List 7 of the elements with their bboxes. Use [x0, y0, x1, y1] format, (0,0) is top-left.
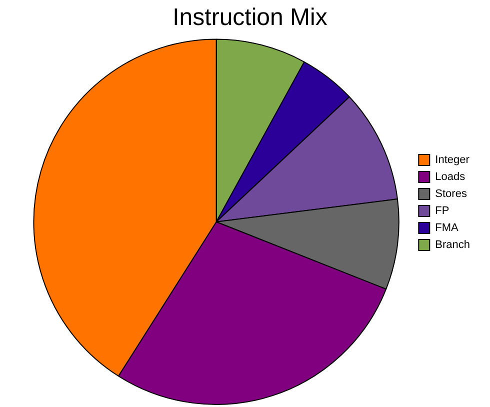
chart-title: Instruction Mix: [172, 4, 328, 32]
legend-label: Branch: [435, 239, 470, 252]
legend-label: FP: [435, 205, 450, 218]
legend-label: Loads: [435, 171, 466, 184]
legend-label: Stores: [435, 188, 468, 200]
legend-label: Integer: [435, 154, 470, 166]
legend-label: FMA: [435, 222, 460, 234]
